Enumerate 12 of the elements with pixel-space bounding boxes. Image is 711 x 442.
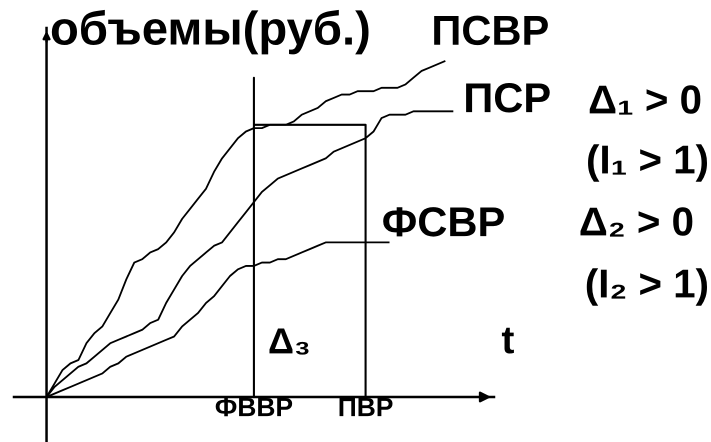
series-label: ПСВР: [434, 16, 548, 46]
annotation: Δ₃: [269, 328, 309, 355]
series-label: ПСР: [466, 83, 550, 113]
text: Δ₁ > 0: [590, 85, 700, 115]
x-axis-title: t: [502, 328, 514, 354]
series-label: ФСВР: [383, 207, 504, 237]
text: (I₂ > 1): [586, 268, 707, 306]
x-tick-label: ФВВР: [216, 398, 292, 416]
text: (I₁ > 1): [588, 144, 707, 182]
text: Δ₂ > 0: [580, 207, 692, 237]
y-axis-title: объемы(руб.): [52, 10, 369, 54]
x-tick-label: ПВР: [340, 398, 392, 416]
